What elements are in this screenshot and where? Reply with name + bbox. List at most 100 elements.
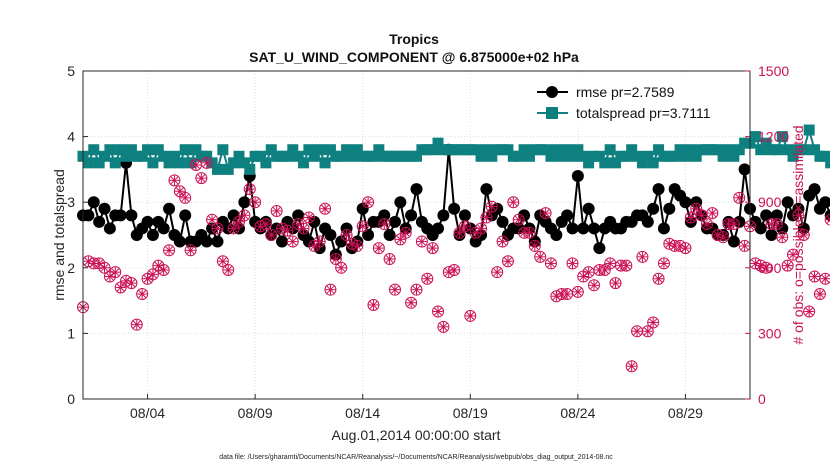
rmse-point-23: [200, 235, 213, 248]
totalspread-point-8: [120, 150, 132, 162]
possible-point-85: [534, 250, 547, 263]
axis-ticks: 08/04 08/09 08/14 08/19 08/24 08/29 0 1 2 3 4 5 0 300…: [67, 63, 789, 421]
totalspread-point-33: [255, 150, 267, 162]
totalspread-point-26: [217, 144, 229, 156]
assimilated-point-134: [798, 230, 809, 240]
assimilated-point-56: [379, 219, 390, 230]
y-right-tick-label-3: 900: [758, 194, 782, 210]
assimilated-point-109: [664, 238, 675, 249]
assimilated-point-3: [94, 258, 105, 269]
rmse-point-75: [480, 183, 493, 196]
y-left-tick-label-2: 2: [67, 260, 75, 276]
assimilated-point-51: [352, 240, 363, 251]
x-axis-label: Aug.01,2014 00:00:00 start: [332, 427, 501, 443]
possible-point-16: [163, 244, 176, 257]
totalspread-point-23: [201, 150, 213, 162]
rmse-point-106: [647, 202, 660, 215]
x-tick-label-3: 08/19: [453, 405, 488, 421]
totalspread-point-127: [760, 137, 772, 149]
assimilated-point-16: [164, 245, 175, 256]
totalspread-point-3: [93, 157, 105, 169]
totalspread-point-88: [550, 144, 562, 156]
y-left-tick-label-0: 0: [67, 391, 75, 407]
rmse-point-95: [588, 222, 601, 235]
totalspread-point-94: [583, 157, 595, 169]
rmse-point-130: [776, 222, 789, 235]
assimilated-point-116: [701, 219, 712, 230]
totalspread-point-50: [346, 150, 358, 162]
totalspread-point-113: [685, 144, 697, 156]
possible-point-65: [426, 242, 439, 255]
assimilated-point-58: [389, 284, 400, 295]
rmse-point-62: [410, 183, 423, 196]
possible-point-107: [652, 272, 665, 285]
assimilated-point-12: [142, 273, 153, 284]
chart-title: Tropics: [389, 31, 439, 47]
assimilated-point-53: [363, 197, 374, 208]
possible-point-104: [636, 250, 649, 263]
assimilated-point-85: [535, 251, 546, 262]
totalspread-point-118: [712, 144, 724, 156]
assimilated-point-127: [761, 262, 772, 273]
data-file-footnote: data file: /Users/gharamti/Documents/NCA…: [219, 454, 613, 461]
possible-point-71: [458, 220, 471, 233]
rmse-point-61: [405, 209, 418, 222]
totalspread-point-126: [755, 144, 767, 156]
totalspread-point-107: [653, 144, 665, 156]
possible-point-52: [356, 220, 369, 233]
totalspread-point-136: [809, 144, 821, 156]
y-left-tick-label-1: 1: [67, 325, 75, 341]
assimilated-point-131: [782, 260, 793, 271]
assimilated-point-137: [814, 289, 825, 300]
rmse-point-5: [103, 222, 116, 235]
assimilated-point-115: [696, 210, 707, 221]
totalspread-point-34: [260, 157, 272, 169]
x-tick-label-1: 08/09: [238, 405, 273, 421]
totalspread-point-66: [432, 137, 444, 149]
totalspread-point-54: [367, 150, 379, 162]
possible-point-45: [319, 202, 332, 215]
totalspread-point-138: [819, 150, 830, 162]
totalspread-point-98: [604, 144, 616, 156]
totalspread-point-114: [690, 150, 702, 162]
possible-point-106: [647, 316, 660, 329]
series-layer: [77, 124, 830, 373]
assimilated-point-98: [605, 258, 616, 269]
totalspread-point-104: [636, 157, 648, 169]
assimilated-point-129: [771, 219, 782, 230]
totalspread-point-103: [631, 150, 643, 162]
assimilated-point-108: [658, 258, 669, 269]
totalspread-point-44: [314, 144, 326, 156]
possible-point-49: [340, 229, 353, 241]
totalspread-point-27: [222, 163, 234, 175]
possible-point-32: [249, 196, 262, 209]
totalspread-point-87: [545, 150, 557, 162]
legend-marker-rmse: [546, 86, 558, 98]
possible-point-55: [372, 242, 385, 255]
totalspread-point-13: [147, 157, 159, 169]
possible-point-54: [367, 298, 380, 311]
legend-marker-totalspread: [546, 107, 558, 119]
totalspread-point-129: [771, 144, 783, 156]
rmse-point-46: [324, 229, 337, 241]
totalspread-point-105: [642, 150, 654, 162]
rmse-point-82: [518, 209, 531, 222]
rmse-point-12: [141, 215, 154, 228]
possible-point-62: [410, 283, 423, 296]
totalspread-point-55: [373, 144, 385, 156]
rmse-point-30: [238, 196, 251, 209]
assimilated-point-79: [502, 256, 513, 267]
possible-point-64: [421, 272, 434, 285]
rmse-point-138: [819, 196, 830, 209]
totalspread-point-132: [787, 150, 799, 162]
assimilated-point-47: [330, 254, 341, 265]
assimilated-point-29: [233, 216, 244, 227]
totalspread-point-102: [626, 144, 638, 156]
assimilated-point-74: [476, 223, 487, 234]
possible-point-132: [787, 248, 800, 261]
totalspread-point-19: [179, 144, 191, 156]
possible-point-116: [700, 218, 713, 231]
rmse-point-96: [593, 242, 606, 255]
assimilated-point-49: [341, 230, 352, 240]
assimilated-point-6: [110, 267, 121, 278]
